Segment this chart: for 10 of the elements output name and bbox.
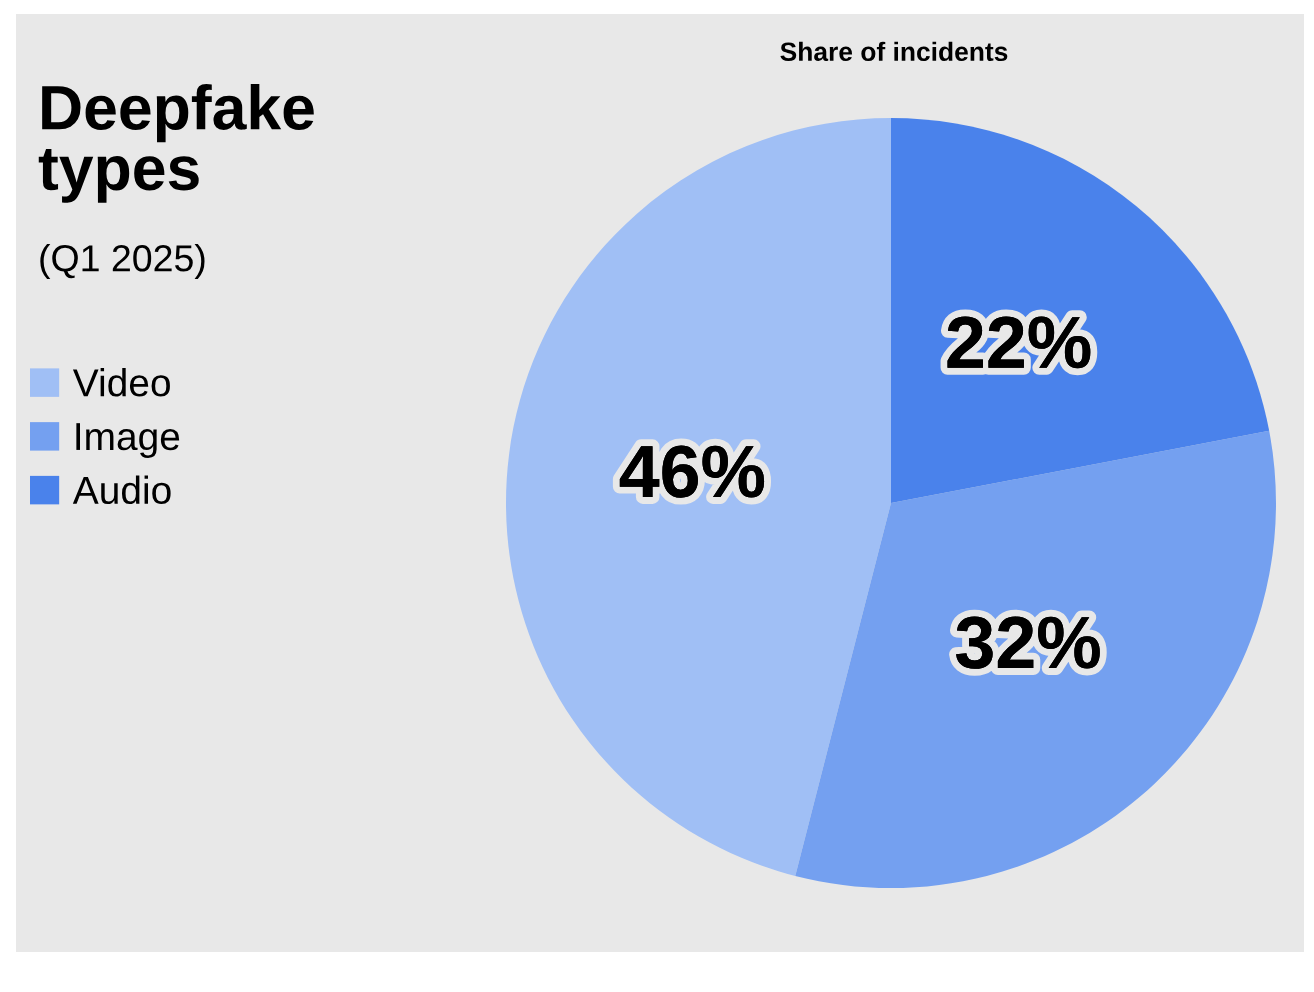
pie-slice — [795, 430, 1276, 888]
data-label: 46% — [619, 445, 765, 498]
legend-label: Audio — [72, 475, 171, 505]
legend-label: Video — [72, 368, 170, 397]
text: Share of incidents — [780, 41, 1008, 62]
text: (Q1 2025) — [40, 244, 205, 279]
legend-label: Image — [76, 423, 180, 458]
chart-title: Deepfake types — [38, 84, 314, 203]
pie-slice — [506, 118, 891, 876]
pie-slice — [891, 118, 1270, 503]
